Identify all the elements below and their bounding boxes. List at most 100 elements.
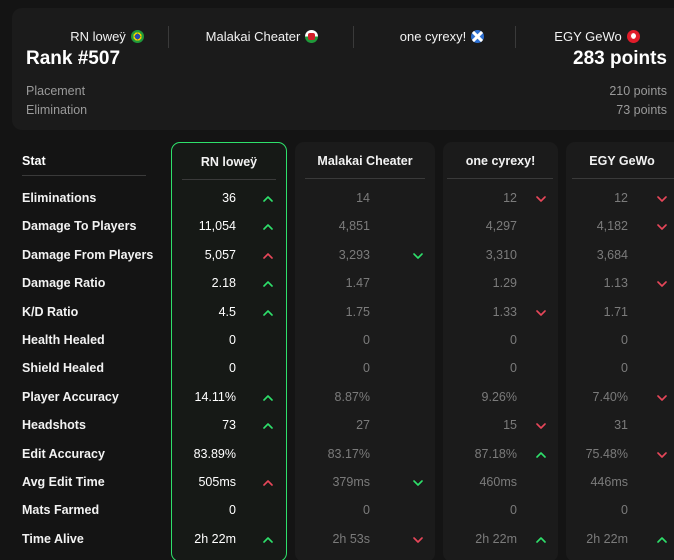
arrow-up-icon (263, 195, 273, 203)
player-tab-2[interactable]: Malakai Cheater (182, 20, 342, 52)
arrow-down-icon (657, 280, 667, 288)
arrow-up-icon (263, 223, 273, 231)
stat-value: 1.33 (492, 304, 517, 319)
stat-value: 2h 53s (332, 531, 370, 546)
player-name: RN loweÿ (70, 28, 126, 44)
stat-value: 505ms (198, 475, 236, 489)
stat-value: 4,297 (485, 219, 517, 234)
player-name: EGY GeWo (554, 28, 622, 44)
stat-value: 4,182 (596, 219, 628, 234)
brazil-flag-icon (130, 29, 144, 43)
stat-value: 0 (510, 361, 517, 376)
stat-label: Shield Healed (22, 361, 104, 376)
wales-flag-icon (305, 29, 319, 43)
stat-header: Stat (22, 154, 46, 168)
stat-value: 4,851 (338, 219, 370, 234)
stat-label: Edit Accuracy (22, 446, 105, 461)
player-column-malakai-cheater: Malakai Cheater (295, 142, 435, 560)
divider (22, 175, 146, 176)
stat-label: Avg Edit Time (22, 475, 105, 489)
stat-value: 0 (621, 503, 628, 518)
arrow-down-icon (657, 451, 667, 459)
stat-value: 73 (222, 418, 236, 433)
player-tab-4[interactable]: EGY GeWo (537, 20, 657, 52)
stat-value: 14.11% (194, 389, 236, 404)
stat-value: 83.89% (193, 446, 236, 461)
stat-label: Damage Ratio (22, 276, 106, 291)
stat-label: Damage From Players (22, 247, 154, 262)
stat-value: 83.17% (327, 446, 370, 461)
stat-value: 1.75 (345, 304, 370, 319)
arrow-down-icon (413, 252, 423, 260)
stat-value: 2h 22m (194, 531, 236, 546)
stat-value: 0 (621, 333, 628, 347)
elimination-points: 73 points (616, 103, 667, 117)
stat-value: 0 (229, 361, 236, 376)
stat-value: 12 (503, 191, 517, 205)
column-header: one cyrexy! (465, 154, 536, 168)
stat-value: 0 (229, 503, 236, 518)
match-summary-card: RN loweÿ Malakai Cheater one cyrexy! EGY… (12, 8, 674, 130)
stat-value: 0 (363, 333, 370, 347)
arrow-down-icon (536, 422, 546, 430)
arrow-up-icon (263, 422, 273, 430)
player-column-one-cyrexy: one cyrexy! (443, 142, 558, 560)
scotland-flag-icon (471, 29, 485, 43)
stat-value: 15 (503, 418, 517, 433)
arrow-up-icon (263, 479, 273, 487)
player-name: one cyrexy! (399, 28, 467, 44)
arrow-up-icon (657, 536, 667, 544)
stat-label: Headshots (22, 418, 86, 433)
divider (447, 178, 553, 179)
stat-value: 14 (356, 191, 370, 205)
divider (168, 26, 169, 48)
stat-value: 4.5 (218, 304, 236, 319)
stat-value: 31 (614, 418, 628, 433)
arrow-down-icon (657, 223, 667, 231)
stat-value: 0 (363, 503, 370, 518)
stat-label: K/D Ratio (22, 304, 79, 319)
stat-value: 0 (229, 333, 236, 347)
stat-value: 460ms (479, 475, 517, 489)
player-column-egy-gewo: EGY GeWo (566, 142, 674, 560)
stat-value: 3,310 (485, 247, 517, 262)
turkey-flag-icon (626, 29, 640, 43)
stat-label: Eliminations (22, 191, 97, 205)
stat-value: 5,057 (204, 247, 236, 262)
stat-label: Player Accuracy (22, 389, 119, 404)
arrow-up-icon (263, 394, 273, 402)
stat-value: 3,684 (596, 247, 628, 262)
column-header: EGY GeWo (589, 154, 655, 168)
player-tab-1[interactable]: RN loweÿ (47, 20, 167, 52)
stat-value: 12 (614, 191, 628, 205)
stat-value: 11,054 (198, 219, 236, 234)
stat-value: 8.87% (334, 389, 370, 404)
stat-value: 0 (621, 361, 628, 376)
divider (305, 178, 425, 179)
stat-value: 7.40% (592, 389, 628, 404)
elimination-label: Elimination (26, 103, 88, 117)
column-header: RN loweÿ (200, 155, 258, 169)
player-tab-3[interactable]: one cyrexy! (382, 20, 502, 52)
arrow-up-icon (536, 451, 546, 459)
arrow-up-icon (263, 536, 273, 544)
stat-value: 446ms (590, 475, 628, 489)
stat-value: 1.71 (603, 304, 628, 319)
stat-label: Mats Farmed (22, 503, 100, 518)
stat-value: 9.26% (481, 389, 517, 404)
stat-value: 75.48% (585, 446, 628, 461)
arrow-down-icon (413, 479, 423, 487)
divider (182, 179, 276, 180)
arrow-up-icon (263, 280, 273, 288)
arrow-up-icon (263, 309, 273, 317)
player-name: Malakai Cheater (205, 28, 301, 44)
stat-value: 36 (222, 191, 236, 205)
placement-label: Placement (26, 84, 86, 98)
stat-value: 2.18 (211, 276, 236, 291)
stat-value: 1.47 (345, 276, 370, 291)
stat-label: Damage To Players (22, 219, 137, 234)
arrow-up-icon (263, 252, 273, 260)
stat-value: 27 (356, 418, 370, 433)
stat-value: 0 (510, 503, 517, 518)
arrow-down-icon (536, 195, 546, 203)
